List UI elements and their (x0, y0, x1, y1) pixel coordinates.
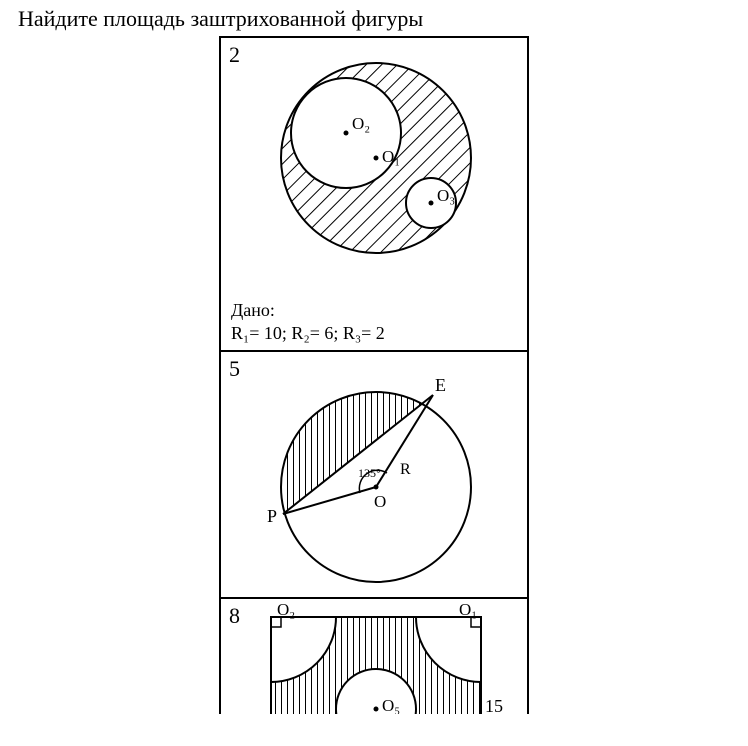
svg-text:E: E (435, 375, 446, 395)
panel-5-number: 5 (229, 356, 240, 382)
svg-text:O₂: O₂ (352, 114, 370, 133)
svg-text:135°: 135° (358, 466, 381, 480)
page-title: Найдите площадь заштрихованной фигуры (0, 0, 748, 36)
svg-text:O: O (374, 492, 386, 511)
svg-text:P: P (267, 506, 277, 526)
panel-2-given-label: Дано: (221, 298, 527, 323)
panel-5: 5 P E OR 135° (219, 352, 529, 599)
svg-text:O₂: O₂ (277, 600, 295, 619)
panel-8: 8 O₂ O₁ O₅ 15 (219, 599, 529, 714)
panel-2-number: 2 (229, 42, 240, 68)
panel-5-figure: P E OR 135° (221, 352, 527, 597)
svg-text:R: R (400, 461, 411, 478)
svg-text:15: 15 (485, 696, 503, 714)
svg-text:O₁: O₁ (459, 600, 477, 619)
panel-8-figure: O₂ O₁ O₅ 15 (221, 599, 527, 714)
panel-2-figure: O₂ O₁ O₃ (221, 38, 527, 298)
panel-2: 2 O₂ O₁ O₃ Дано: R₁= 10; R₂= 6; R₃= 2 (219, 38, 529, 352)
panel-2-given-values: R₁= 10; R₂= 6; R₃= 2 (221, 323, 527, 350)
panel-8-number: 8 (229, 603, 240, 629)
svg-text:O₃: O₃ (437, 186, 455, 205)
svg-text:O₁: O₁ (382, 147, 400, 166)
svg-text:O₅: O₅ (382, 696, 400, 714)
panels-container: 2 O₂ O₁ O₃ Дано: R₁= 10; R₂= 6; R₃= 2 5 P E… (219, 36, 529, 714)
